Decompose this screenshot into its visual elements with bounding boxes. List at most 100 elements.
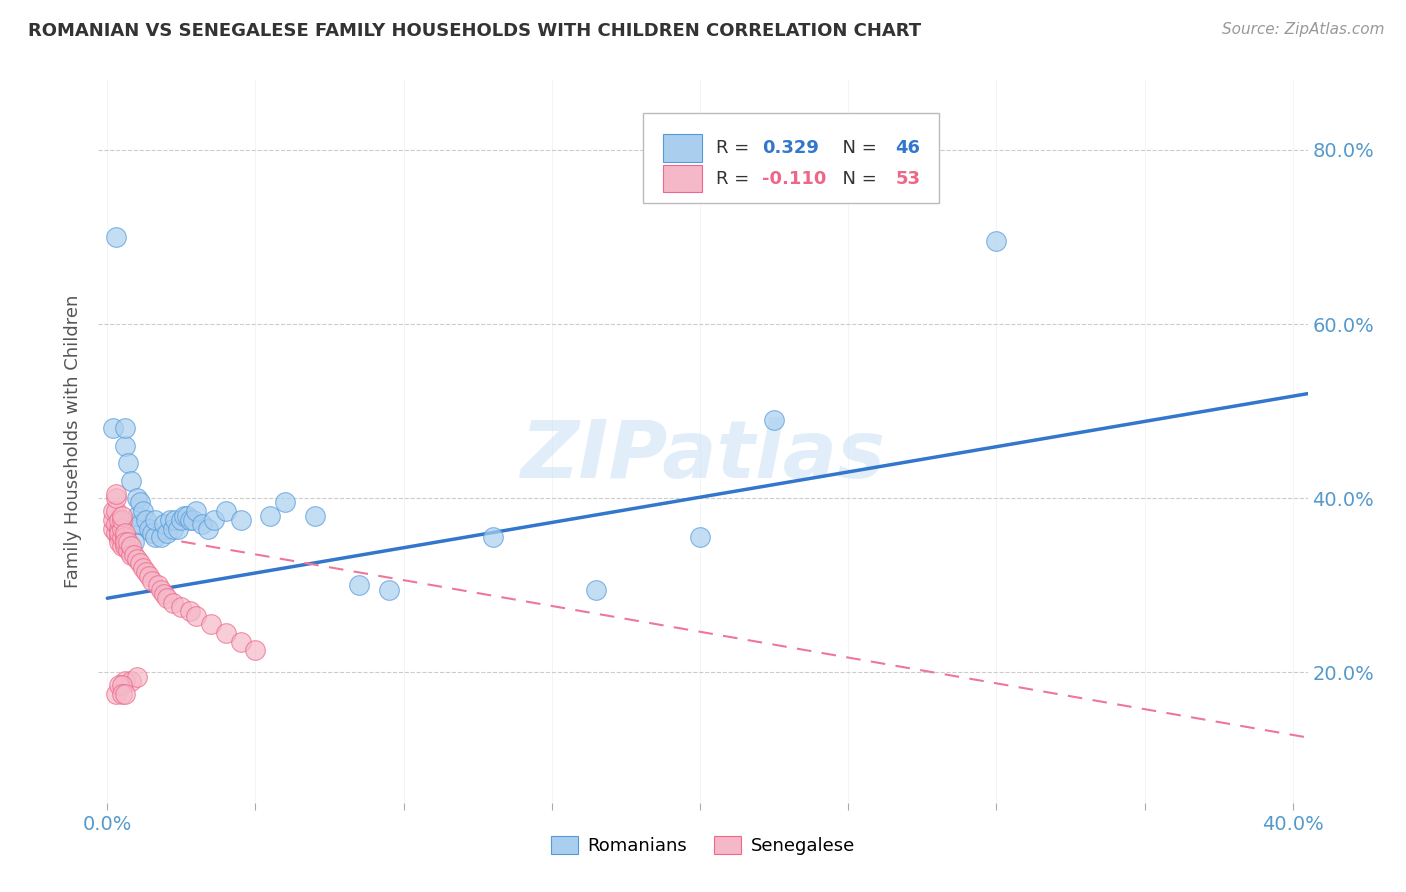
Point [186,504,208,518]
Text: Source: ZipAtlas.com: Source: ZipAtlas.com [1222,22,1385,37]
Point [986,235,1008,249]
Point [138,569,160,583]
Point [170,513,193,527]
FancyBboxPatch shape [664,165,702,193]
Point [114,534,136,549]
Point [173,508,195,523]
Point [215,504,238,518]
Point [111,678,134,692]
Point [179,604,201,618]
Point [103,504,125,518]
Point [165,513,187,527]
Point [274,495,297,509]
Point [111,508,134,523]
Point [162,596,184,610]
Point [135,565,157,579]
Point [186,608,208,623]
Point [108,522,131,536]
Point [170,599,193,614]
Point [176,508,198,523]
Point [347,578,370,592]
FancyBboxPatch shape [664,135,702,161]
Point [103,522,125,536]
Point [167,522,190,536]
Point [120,539,142,553]
Point [120,548,142,562]
Text: N =: N = [831,169,883,187]
Point [259,508,281,523]
Point [114,687,136,701]
Point [378,582,401,597]
Point [135,513,157,527]
Text: 46: 46 [896,139,921,157]
Point [200,617,222,632]
Point [229,513,252,527]
Point [155,591,177,606]
Point [129,517,152,532]
Point [105,230,128,244]
Point [108,513,131,527]
Point [117,543,139,558]
Point [105,487,128,501]
Point [105,687,128,701]
Text: R =: R = [716,169,755,187]
Point [111,539,134,553]
Point [132,561,155,575]
Point [114,539,136,553]
Point [181,513,204,527]
Text: -0.110: -0.110 [762,169,827,187]
Point [152,587,174,601]
Point [125,508,148,523]
Point [108,678,131,692]
Point [120,474,142,488]
Point [162,522,184,536]
Point [141,574,163,588]
Point [245,643,267,657]
Text: 0.329: 0.329 [762,139,820,157]
Point [105,504,128,518]
Point [114,421,136,435]
Point [143,530,166,544]
Text: N =: N = [831,139,883,157]
Text: ZIPatlas: ZIPatlas [520,417,886,495]
Legend: Romanians, Senegalese: Romanians, Senegalese [544,829,862,863]
Point [229,634,252,648]
Point [143,513,166,527]
Point [117,534,139,549]
Y-axis label: Family Households with Children: Family Households with Children [65,295,83,588]
Point [763,413,786,427]
Point [114,439,136,453]
Point [122,534,145,549]
Point [197,522,219,536]
Point [159,513,181,527]
Point [103,513,125,527]
Point [132,504,155,518]
Text: R =: R = [716,139,755,157]
Point [105,491,128,505]
Point [125,552,148,566]
Point [585,582,607,597]
Point [120,673,142,688]
Point [202,513,225,527]
Point [108,525,131,540]
Point [191,517,214,532]
Point [129,495,152,509]
Point [111,522,134,536]
Point [111,530,134,544]
Point [125,669,148,683]
Point [105,525,128,540]
Point [111,513,134,527]
Point [149,530,172,544]
Point [105,517,128,532]
Point [481,530,503,544]
Point [122,548,145,562]
FancyBboxPatch shape [643,112,939,203]
Point [114,530,136,544]
Point [179,513,201,527]
Point [125,491,148,505]
Point [138,522,160,536]
Point [108,534,131,549]
Point [149,582,172,597]
Point [304,508,326,523]
Point [215,626,238,640]
